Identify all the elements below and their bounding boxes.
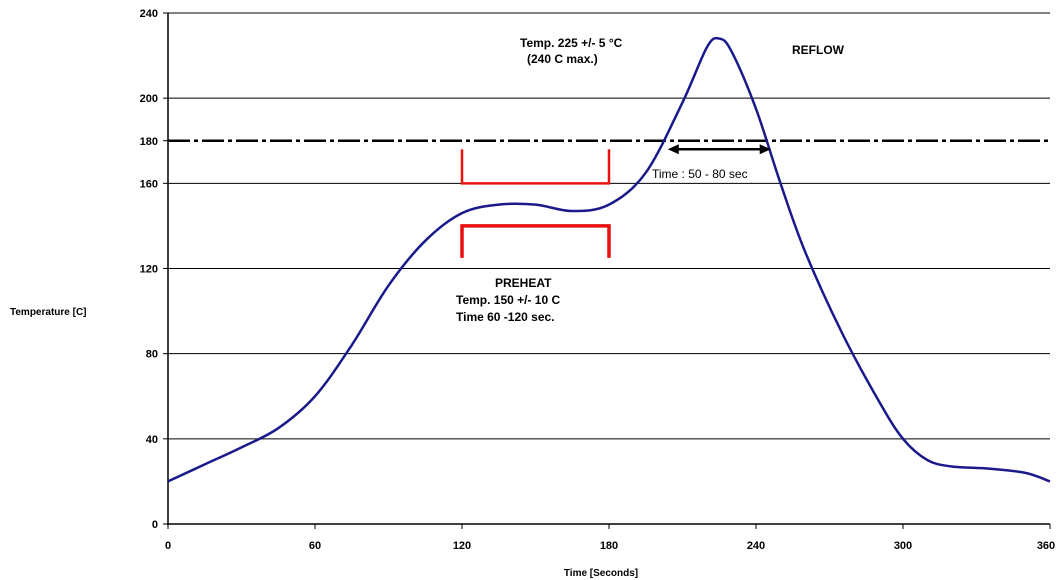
y-tick-label-120: 120 (140, 264, 158, 276)
preheat-lower-bracket (460, 224, 611, 258)
y-tick-label-180: 180 (140, 136, 158, 148)
temperature-profile-line (167, 36, 1051, 483)
time-above-label: Time : 50 - 80 sec (652, 167, 748, 181)
y-axis-title: Temperature [C] (10, 307, 87, 318)
y-tick-label-160: 160 (140, 178, 158, 190)
preheat-title: PREHEAT (495, 276, 552, 290)
y-axis-ticks: 0 40 80 120 160 180 200 240 (140, 8, 168, 531)
y-tick-label-240: 240 (140, 8, 158, 20)
x-tick-label-120: 120 (453, 540, 471, 552)
time-above-arrow (667, 144, 771, 155)
y-tick-label-40: 40 (146, 434, 158, 446)
preheat-upper-bracket (460, 149, 611, 185)
arrow-head-right (759, 144, 771, 155)
series-layer (167, 36, 1051, 483)
reflow-label: REFLOW (792, 43, 845, 57)
peak-max-annotation: (240 C max.) (527, 52, 598, 66)
gridlines (168, 12, 1050, 440)
preheat-time: Time 60 -120 sec. (456, 310, 555, 324)
arrow-head-left (667, 144, 679, 155)
y-tick-label-200: 200 (140, 93, 158, 105)
preheat-brackets (460, 149, 611, 258)
preheat-temp: Temp. 150 +/- 10 C (456, 293, 560, 307)
x-axis-ticks: 0 60 120 180 240 300 360 (165, 524, 1055, 552)
x-tick-label-0: 0 (165, 540, 171, 552)
x-tick-label-60: 60 (309, 540, 321, 552)
y-tick-label-80: 80 (146, 349, 158, 361)
peak-temp-annotation: Temp. 225 +/- 5 °C (520, 36, 623, 50)
x-tick-label-360: 360 (1037, 540, 1055, 552)
x-tick-label-300: 300 (894, 540, 912, 552)
y-tick-label-0: 0 (152, 519, 158, 531)
x-tick-label-180: 180 (600, 540, 618, 552)
x-tick-label-240: 240 (747, 540, 765, 552)
x-axis-title: Time [Seconds] (564, 568, 638, 579)
